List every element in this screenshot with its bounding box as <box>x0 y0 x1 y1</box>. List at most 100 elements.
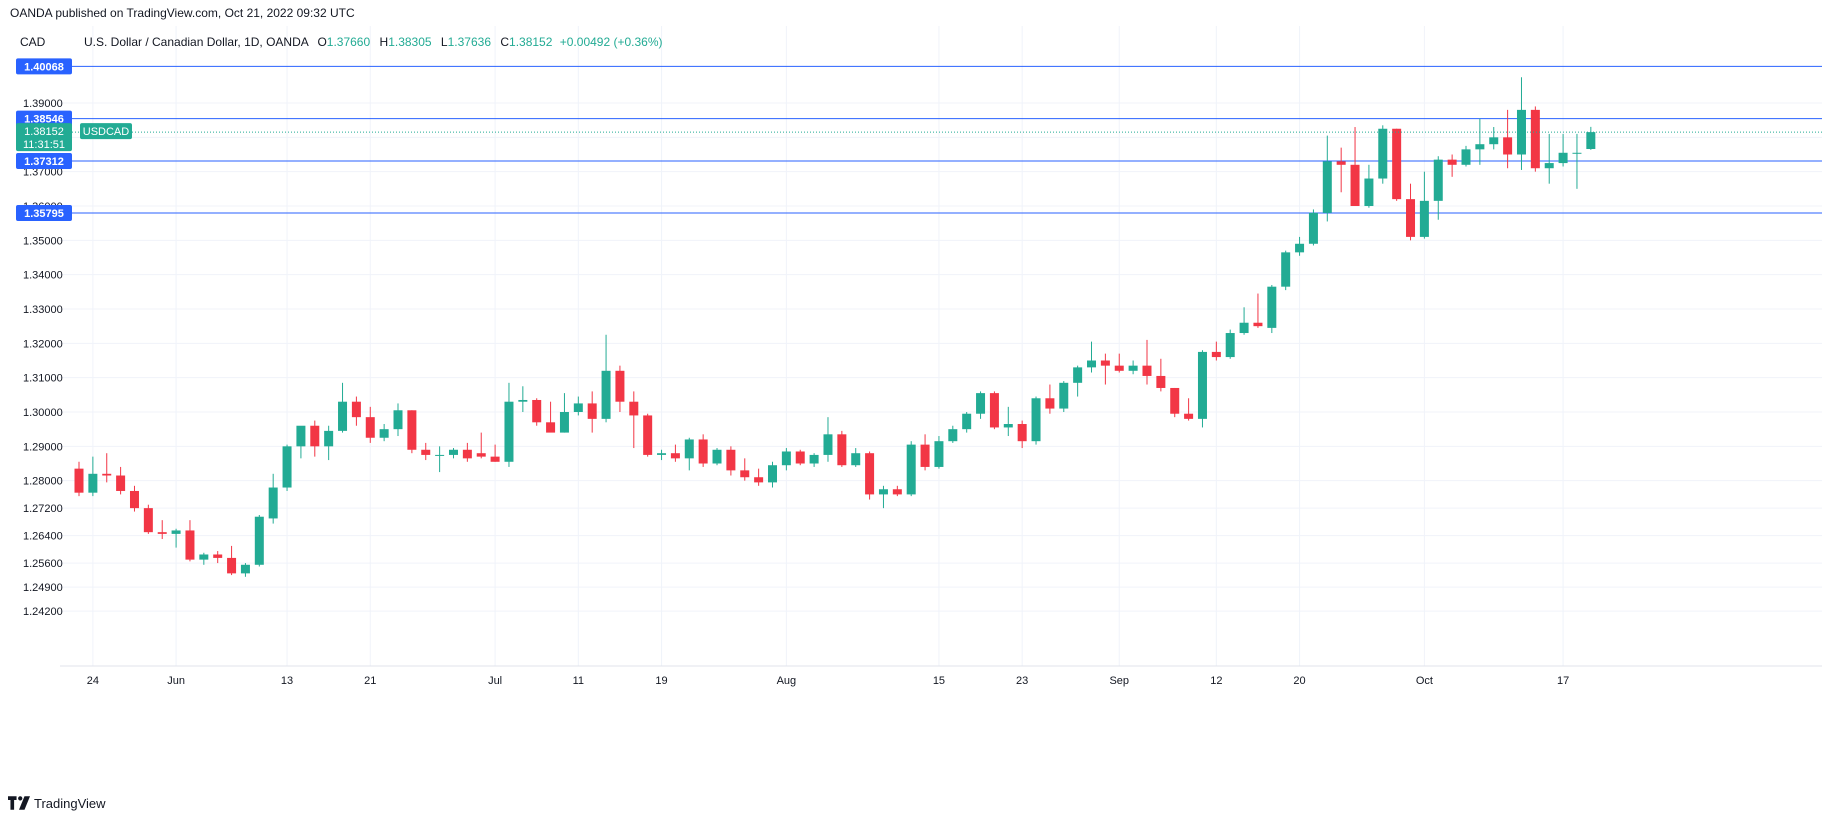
candle-up <box>1586 132 1596 150</box>
symbol-badge-text: USDCAD <box>83 126 130 138</box>
candle-up <box>1558 152 1568 164</box>
candle-down <box>1100 360 1110 366</box>
candle-up <box>1267 286 1277 328</box>
high-value: 1.38305 <box>388 35 432 49</box>
level-badge <box>16 205 72 222</box>
candle-up <box>1239 322 1249 334</box>
candle-up <box>1308 212 1318 244</box>
close-label: C <box>500 35 510 49</box>
candle-down <box>1017 424 1027 442</box>
candle-up <box>1419 200 1429 237</box>
bar-countdown: 11:31:51 <box>23 139 65 151</box>
candle-down <box>1184 413 1194 419</box>
candle-down <box>754 477 764 483</box>
level-badge <box>16 110 72 127</box>
candle-up <box>1489 137 1499 145</box>
price-axis: 1.390001.380001.370001.360001.350001.340… <box>23 98 63 618</box>
y-tick-label: 1.30000 <box>23 407 63 419</box>
x-tick-label: Jun <box>167 675 185 687</box>
candle-up <box>823 434 833 455</box>
candle-up <box>296 425 306 447</box>
candle-up <box>573 403 583 412</box>
candle-down <box>795 451 805 464</box>
candle-up <box>268 487 278 519</box>
y-tick-label: 1.37000 <box>23 167 63 179</box>
candle-up <box>254 516 264 565</box>
low-label: L <box>440 35 448 49</box>
candlestick-chart[interactable]: 1.390001.380001.370001.360001.350001.340… <box>0 26 1834 784</box>
candle-up <box>1225 333 1235 358</box>
candle-down <box>920 444 930 467</box>
candle-up <box>1378 128 1388 179</box>
last-price-value: 1.38152 <box>24 126 64 138</box>
candle-down <box>157 532 167 534</box>
candle-down <box>185 530 195 560</box>
open-value: 1.37660 <box>326 35 371 49</box>
candle-up <box>338 401 348 431</box>
candle-down <box>532 399 542 423</box>
candle-up <box>976 393 986 414</box>
candle-down <box>1156 375 1166 388</box>
candle-down <box>1211 351 1221 358</box>
candle-up <box>809 454 819 464</box>
symbol-badge <box>80 123 132 140</box>
y-tick-label: 1.31000 <box>23 373 63 385</box>
chart-frame[interactable]: 1.390001.380001.370001.360001.350001.340… <box>0 26 1834 784</box>
candle-down <box>587 403 597 419</box>
candle-down <box>1350 164 1360 206</box>
candle-up <box>448 449 458 455</box>
price-labels: 1.40068 1.38546 1.37312 1.35795 1.3815211:31… <box>16 58 132 222</box>
x-tick-label: 23 <box>1016 675 1028 687</box>
candle-down <box>837 434 847 466</box>
candle-up <box>1572 152 1582 154</box>
candle-down <box>129 490 139 509</box>
candle-down <box>629 401 639 416</box>
candle-down <box>892 489 902 495</box>
candle-down <box>1142 365 1152 376</box>
level-label: 1.40068 <box>24 61 64 73</box>
x-tick-label: 19 <box>655 675 667 687</box>
x-tick-label: Oct <box>1416 675 1433 687</box>
candle-up <box>657 453 667 455</box>
last-price-badge <box>16 123 72 152</box>
x-tick-label: 12 <box>1210 675 1222 687</box>
candle-up <box>1059 382 1069 409</box>
candle-down <box>310 425 320 447</box>
candle-up <box>1003 424 1013 428</box>
candle-down <box>670 453 680 459</box>
y-tick-label: 1.26400 <box>23 531 63 543</box>
y-tick-label: 1.35000 <box>23 235 63 247</box>
candle-up <box>1128 365 1138 371</box>
candle-up <box>1475 144 1485 150</box>
candle-up <box>1295 243 1305 253</box>
tradingview-logo[interactable]: TradingView <box>8 792 106 814</box>
candle-down <box>546 422 556 433</box>
candle-up <box>934 441 944 467</box>
candle-up <box>1322 161 1332 213</box>
level-label: 1.37312 <box>24 156 64 168</box>
x-tick-label: 20 <box>1293 675 1305 687</box>
high-label: H <box>379 35 389 49</box>
candle-up <box>962 413 972 430</box>
level-badge <box>16 152 72 169</box>
level-label: 1.38546 <box>24 114 64 126</box>
y-tick-label: 1.25600 <box>23 558 63 570</box>
candle-up <box>1197 351 1207 419</box>
y-tick-label: 1.33000 <box>23 304 63 316</box>
candle-down <box>462 449 472 459</box>
candle-down <box>1253 322 1263 327</box>
candle-up <box>324 430 334 447</box>
horizontal-levels <box>60 65 1822 214</box>
candle-up <box>240 564 250 574</box>
x-tick-label: Aug <box>777 675 797 687</box>
open-label: O <box>317 35 327 49</box>
candle-up <box>559 412 569 433</box>
candle-up <box>171 530 181 534</box>
candle-down <box>615 370 625 402</box>
candle-down <box>740 470 750 478</box>
candle-up <box>1544 163 1554 169</box>
publisher-line: OANDA published on TradingView.com, Oct … <box>10 6 355 20</box>
level-badge <box>16 58 72 75</box>
candle-up <box>282 446 292 488</box>
candle-up <box>1364 178 1374 206</box>
